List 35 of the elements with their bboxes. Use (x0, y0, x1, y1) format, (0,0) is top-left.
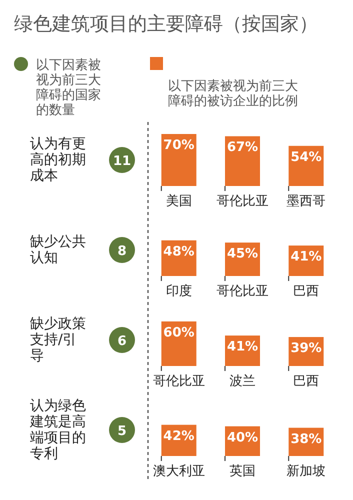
data-label: 41% (290, 250, 322, 265)
data-label: 70% (163, 138, 194, 153)
data-label: 45% (226, 246, 258, 262)
data-label: 42% (163, 428, 194, 444)
data-label: 67% (226, 140, 258, 156)
text: 以下因素被视为前三大障碍的国家的数量 (36, 58, 101, 118)
data-label: 60% (163, 325, 194, 340)
x-tick-label: 英国 (230, 464, 256, 479)
x-tick-label: 哥伦比亚 (152, 374, 205, 389)
data-label: 41% (226, 340, 258, 355)
x-tick-label: 巴西 (293, 374, 320, 389)
x-tick-label: 巴西 (293, 284, 320, 299)
x-tick-label: 新加坡 (286, 464, 326, 479)
x-tick-label: 墨西哥 (286, 194, 326, 209)
text: 11 (112, 154, 132, 169)
data-label: 54% (290, 150, 322, 165)
y-axis-title: 认为绿色建筑是高端项目的专利 (29, 398, 86, 462)
y-axis-title: 缺少公共认知 (30, 234, 86, 266)
data-label: 40% (226, 430, 258, 446)
x-tick-label: 波兰 (230, 374, 256, 389)
text: 8 (117, 244, 127, 259)
x-tick-label: 印度 (166, 283, 192, 299)
text: 绿色建筑项目的主要障碍（按国家） (14, 13, 318, 35)
text: 5 (117, 424, 127, 439)
x-tick-label: 澳大利亚 (152, 464, 205, 479)
x-tick-label: 哥伦比亚 (216, 284, 268, 299)
y-axis-title: 认为有更高的初期成本 (30, 136, 86, 184)
y-axis-title: 缺少政策支持/引导 (30, 316, 86, 364)
x-tick-label: 美国 (166, 193, 192, 209)
data-label: 39% (290, 341, 322, 356)
data-label: 38% (290, 432, 322, 447)
text: 以下因素被视为前三大障碍的被访企业的比例 (168, 79, 298, 109)
data-label: 48% (163, 244, 194, 260)
text: 6 (117, 334, 127, 349)
x-tick-label: 哥伦比亚 (216, 194, 268, 209)
